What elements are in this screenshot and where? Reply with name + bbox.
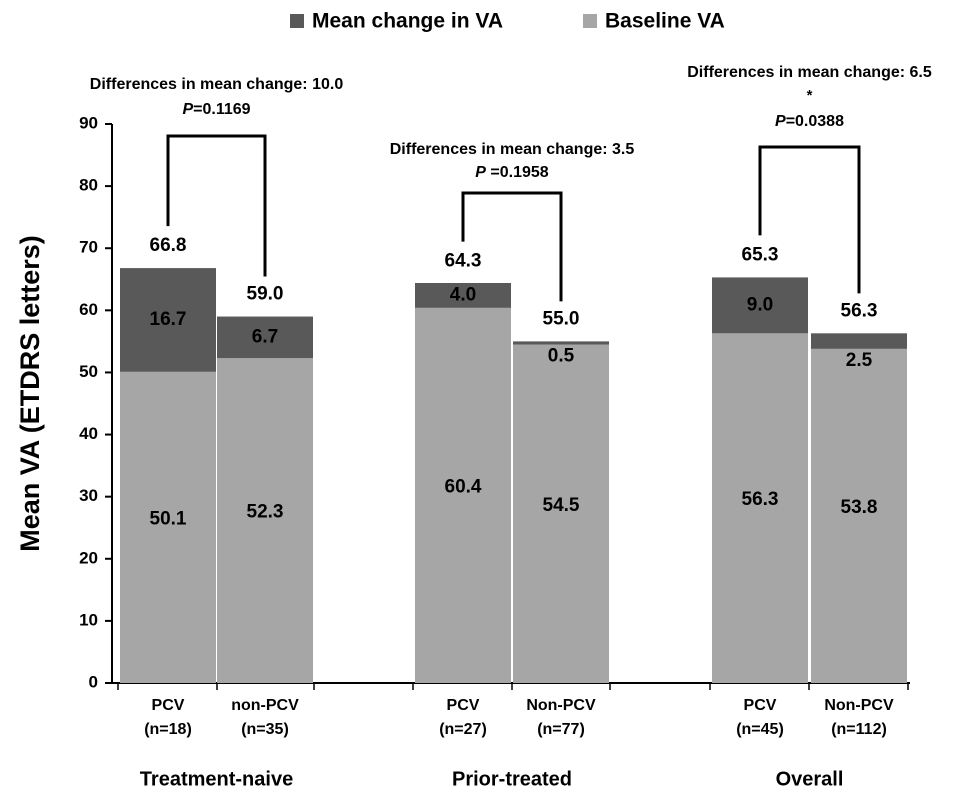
- x-tick-label: PCV: [744, 697, 777, 714]
- p-value-label: P=0.0388: [775, 113, 844, 130]
- bar-value-label: 4.0: [450, 284, 476, 305]
- x-tick-label: (n=77): [537, 721, 585, 738]
- bar-segment: [120, 371, 216, 683]
- bar-segment: [712, 277, 808, 334]
- x-tick-label: PCV: [152, 697, 185, 714]
- y-tick-label: 60: [79, 300, 98, 319]
- bar-value-label: 9.0: [747, 294, 773, 315]
- x-tick-label: (n=35): [241, 721, 289, 738]
- total-label: 56.3: [841, 300, 878, 321]
- bar-segment: [415, 307, 511, 683]
- group-label: Prior-treated: [452, 768, 572, 790]
- x-tick-label: PCV: [447, 697, 480, 714]
- bar-segment: [811, 333, 907, 349]
- difference-label: Differences in mean change: 3.5: [390, 141, 635, 158]
- p-value-label: P=0.1169: [182, 101, 250, 118]
- x-tick-label: Non-PCV: [526, 697, 596, 714]
- y-tick-label: 50: [79, 362, 98, 381]
- x-tick-label: (n=18): [144, 721, 192, 738]
- y-tick-label: 0: [89, 672, 98, 691]
- x-tick-label: Non-PCV: [824, 697, 894, 714]
- bar-value-label: 2.5: [846, 350, 873, 371]
- group-label: Overall: [776, 768, 844, 790]
- legend-swatch: [290, 14, 304, 28]
- bar-segment: [712, 333, 808, 683]
- total-label: 55.0: [543, 308, 580, 329]
- x-tick-label: (n=27): [439, 721, 487, 738]
- y-tick-label: 40: [79, 424, 98, 443]
- bar-value-label: 52.3: [247, 502, 284, 523]
- bar-value-label: 54.5: [543, 495, 580, 516]
- difference-label: Differences in mean change: 6.5: [687, 64, 932, 81]
- significance-label: *: [807, 87, 813, 104]
- x-tick-label: (n=112): [831, 721, 887, 738]
- x-tick-label: non-PCV: [231, 697, 299, 714]
- legend-label: Mean change in VA: [312, 10, 503, 33]
- difference-label: Differences in mean change: 10.0: [90, 76, 344, 93]
- group-label: Treatment-naive: [140, 768, 293, 790]
- y-tick-label: 20: [79, 548, 98, 567]
- bar-segment: [811, 348, 907, 683]
- bar-value-label: 6.7: [252, 326, 278, 347]
- bar-value-label: 50.1: [150, 508, 187, 529]
- bar-segment: [513, 341, 609, 345]
- legend-label: Baseline VA: [605, 10, 725, 33]
- y-tick-label: 10: [79, 610, 98, 629]
- total-label: 65.3: [742, 244, 779, 265]
- y-tick-label: 80: [79, 176, 98, 195]
- bar-value-label: 60.4: [445, 476, 482, 497]
- x-tick-label: (n=45): [736, 721, 784, 738]
- y-tick-label: 90: [79, 113, 98, 132]
- total-label: 66.8: [150, 235, 187, 256]
- y-tick-label: 30: [79, 486, 98, 505]
- p-value-label: P =0.1958: [475, 164, 549, 181]
- bar-segment: [217, 316, 313, 359]
- y-tick-label: 70: [79, 238, 98, 257]
- bar-value-label: 53.8: [841, 497, 878, 518]
- comparison-bracket: [166, 134, 267, 277]
- bar-value-label: 0.5: [548, 346, 575, 367]
- bar-segment: [217, 358, 313, 683]
- bar-value-label: 56.3: [742, 489, 779, 510]
- comparison-bracket: [461, 191, 563, 302]
- bar-segment: [513, 344, 609, 683]
- comparison-bracket: [758, 145, 861, 294]
- legend-swatch: [583, 14, 597, 28]
- y-axis-label: Mean VA (ETDRS letters): [15, 235, 45, 552]
- total-label: 64.3: [445, 251, 482, 272]
- bar-segment: [120, 268, 216, 372]
- total-label: 59.0: [247, 284, 284, 305]
- bar-segment: [415, 283, 511, 308]
- bar-value-label: 16.7: [150, 309, 187, 330]
